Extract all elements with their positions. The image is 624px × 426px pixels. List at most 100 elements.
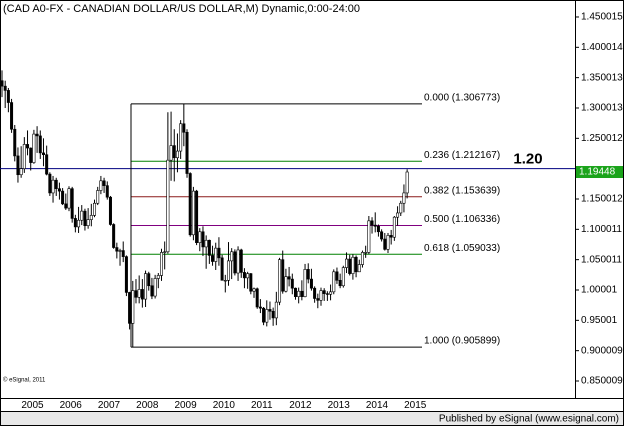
candle-body [99,180,103,191]
candle-body [265,309,269,323]
candle-body [373,224,377,227]
candle-body [345,258,349,268]
candle-body [115,247,119,252]
y-tick-label: 0.850009 [581,376,623,387]
y-tick-label: 1.100011 [581,224,622,235]
candle-body [16,155,20,176]
plot-area: 0.000 (1.306773) 0.236 (1.212167) 0.382 (1… [0,70,575,348]
candle-body [211,255,215,262]
candle-body [284,276,288,292]
watermark: © eSignal, 2011 [3,377,46,384]
candle-body [300,290,304,297]
candle-body [338,279,342,287]
candle-body [35,133,39,137]
candle-body [309,278,313,289]
candle-body [105,185,109,198]
candle-body [121,250,125,257]
candle-body [325,293,329,295]
candle-body [303,269,307,297]
y-tick-label: 1.350013 [581,72,623,83]
fib-label: 0.236 (1.212167) [424,150,500,161]
candle-body [329,291,333,295]
candle-body [0,80,4,87]
candle-body [332,271,336,293]
candle-body [108,196,112,225]
candle-body [313,287,317,299]
candle-body [22,144,26,169]
candle-body [364,252,368,254]
candle-body [220,257,224,281]
x-tick-label: 2006 [60,400,83,411]
candle-body [319,290,323,301]
candle-body [246,273,250,279]
candle-body [195,190,199,243]
candle-body [26,144,30,149]
y-tick-label: 0.900009 [581,345,623,356]
candle-body [70,188,74,219]
candle-body [185,131,189,174]
candle-body [226,260,230,281]
reference-label: 1.20 [513,151,542,168]
candle-body [389,235,393,238]
y-tick-label: 1.250012 [581,133,623,144]
candle-body [67,188,71,209]
x-tick-label: 2012 [289,400,312,411]
candle-body [230,251,234,262]
candle-body [198,231,202,243]
candle-body [45,154,49,175]
candle-body [396,212,400,218]
candle-body [3,85,7,91]
candle-body [156,275,160,279]
candle-body [348,258,352,274]
candle-body [93,202,97,216]
candle-body [29,147,33,163]
candle-body [172,145,176,159]
x-tick-label: 2007 [98,400,121,411]
candle-body [383,238,387,250]
candle-body [147,273,151,287]
candle-body [140,289,144,300]
candle-body [64,203,68,209]
candle-body [188,173,192,236]
x-tick-label: 2009 [174,400,197,411]
y-tick-label: 1.400014 [581,42,623,53]
candle-body [214,247,218,262]
candle-body [341,267,345,287]
candle-body [360,252,364,265]
y-tick-label: 1.150012 [581,194,623,205]
candle-body [380,231,384,240]
candle-body [41,152,45,156]
candle-body [271,310,275,319]
candle-body [204,239,208,248]
candle-body [207,239,211,256]
candle-body [242,272,246,279]
candle-body [293,287,297,297]
candle-body [351,256,355,274]
candle-body [163,251,167,253]
candle-body [83,210,87,226]
candle-body [290,278,294,289]
candle-body [191,190,195,236]
candle-body [134,290,138,298]
candle-body [150,285,154,297]
x-tick-label: 2005 [21,400,44,411]
candle-body [32,133,36,163]
candle-body [287,276,291,280]
y-tick-label: 1.00001 [581,285,618,296]
candle-body [137,289,141,298]
candle-body [57,188,61,192]
candle-body [13,128,17,157]
candle-body [19,168,23,176]
candle-body [144,273,148,300]
x-tick-label: 2008 [136,400,159,411]
chart-title: (CAD A0-FX - CANADIAN DOLLAR/US DOLLAR,M… [3,3,360,15]
candle-body [306,269,310,280]
candle-body [297,290,301,297]
candle-body [322,290,326,294]
candle-body [38,135,42,154]
candle-body [54,179,58,189]
candle-body [370,220,374,226]
footer-text: Published by eSignal (www.esignal.com) [439,414,619,425]
fib-label: 1.000 (0.905899) [424,336,500,347]
